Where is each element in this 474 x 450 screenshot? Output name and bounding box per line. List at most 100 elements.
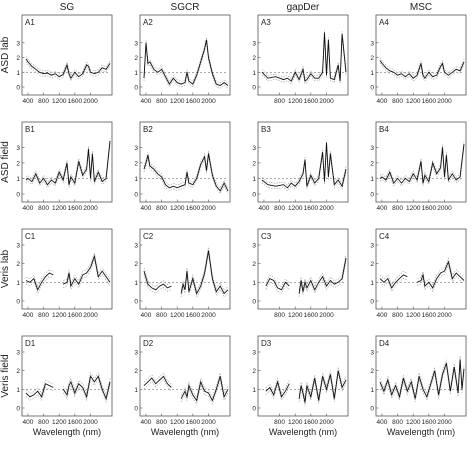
y-tick-label: 2: [252, 160, 256, 167]
uncertainty-band-lower: [416, 264, 465, 293]
uncertainty-band-lower: [62, 258, 111, 291]
y-tick-label: 1: [370, 176, 374, 183]
y-tick-label: 2: [370, 160, 374, 167]
panel-frame: [257, 14, 349, 96]
column-header: SG: [60, 2, 75, 13]
y-tick-label: 2: [16, 368, 20, 375]
y-tick-label: 2: [16, 160, 20, 167]
uncertainty-band-lower: [379, 62, 465, 82]
x-tick-label: 2000: [201, 98, 216, 105]
uncertainty-band-upper: [265, 377, 290, 395]
panel-label: D1: [25, 339, 36, 348]
x-axis-label: Wavelength (nm): [269, 427, 337, 437]
y-tick-label: 0: [134, 299, 138, 306]
x-tick-label: 2000: [201, 419, 216, 426]
x-tick-label: 2000: [319, 419, 334, 426]
panel-label: D3: [261, 339, 272, 348]
series-line: [62, 375, 111, 401]
x-tick-label: 400: [377, 419, 388, 426]
x-tick-label: 800: [38, 419, 49, 426]
x-tick-label: 1200: [406, 419, 421, 426]
uncertainty-band-lower: [379, 362, 465, 403]
y-tick-label: 1: [252, 176, 256, 183]
x-tick-label: 2000: [437, 98, 452, 105]
row-label: ASD field: [0, 141, 11, 183]
x-tick-label: 1200: [170, 98, 185, 105]
uncertainty-band-lower: [379, 277, 408, 293]
y-tick-label: 3: [252, 145, 256, 152]
x-tick-label: 800: [274, 205, 285, 212]
x-tick-label: 1200: [288, 312, 303, 319]
x-axis-label: Wavelength (nm): [387, 427, 455, 437]
x-tick-label: 400: [377, 205, 388, 212]
x-tick-label: 1200: [170, 205, 185, 212]
x-tick-label: 400: [377, 312, 388, 319]
series-line: [25, 58, 111, 80]
y-tick-label: 1: [16, 176, 20, 183]
series-line: [379, 274, 408, 289]
x-tick-label: 2000: [83, 312, 98, 319]
panel-frame: [257, 121, 349, 203]
series-line: [25, 272, 54, 291]
uncertainty-band-upper: [416, 257, 465, 286]
y-tick-label: 3: [252, 40, 256, 47]
y-tick-label: 2: [370, 261, 374, 268]
x-tick-label: 800: [156, 312, 167, 319]
x-tick-label: 800: [274, 312, 285, 319]
y-tick-label: 2: [134, 261, 138, 268]
y-tick-label: 0: [370, 406, 374, 413]
x-tick-label: 1600: [304, 205, 319, 212]
y-tick-label: 0: [252, 192, 256, 199]
y-tick-label: 0: [134, 85, 138, 92]
panel-b1: B1 0 1 2 3 400 800 1200 1600 2000: [16, 121, 113, 212]
x-tick-label: 400: [23, 312, 34, 319]
y-tick-label: 2: [252, 261, 256, 268]
y-tick-label: 0: [16, 85, 20, 92]
series-line: [143, 270, 172, 291]
y-tick-label: 1: [16, 280, 20, 287]
uncertainty-band-lower: [143, 42, 229, 89]
panel-label: A4: [379, 18, 389, 27]
uncertainty-band-upper: [379, 271, 408, 286]
panel-frame: [21, 228, 113, 310]
uncertainty-band-upper: [261, 29, 347, 80]
y-tick-label: 1: [370, 280, 374, 287]
uncertainty-band-upper: [143, 267, 172, 287]
column-header: gapDer: [287, 2, 320, 13]
series-line: [379, 359, 465, 399]
x-axis-label: Wavelength (nm): [33, 427, 101, 437]
series-line: [265, 278, 290, 291]
y-tick-label: 1: [16, 70, 20, 77]
x-tick-label: 2000: [437, 312, 452, 319]
panel-frame: [375, 335, 467, 417]
y-tick-label: 3: [16, 243, 20, 250]
series-line: [261, 32, 347, 82]
x-tick-label: 800: [38, 312, 49, 319]
panel-frame: [21, 14, 113, 96]
panel-a3: A3 0 1 2 3 800 1200 1600 2000: [252, 14, 349, 105]
y-tick-label: 3: [134, 145, 138, 152]
x-tick-label: 400: [141, 205, 152, 212]
x-tick-label: 1600: [422, 205, 437, 212]
y-tick-label: 1: [134, 176, 138, 183]
y-tick-label: 0: [252, 406, 256, 413]
x-tick-label: 1600: [422, 312, 437, 319]
x-tick-label: 800: [156, 205, 167, 212]
panel-frame: [139, 335, 231, 417]
y-tick-label: 2: [370, 55, 374, 62]
panel-label: D4: [379, 339, 390, 348]
x-tick-label: 1200: [52, 98, 67, 105]
x-tick-label: 1200: [288, 419, 303, 426]
x-tick-label: 1600: [304, 312, 319, 319]
series-line: [143, 39, 229, 87]
y-tick-label: 0: [16, 299, 20, 306]
panel-frame: [257, 228, 349, 310]
uncertainty-band-lower: [298, 261, 347, 297]
uncertainty-band-lower: [62, 378, 111, 404]
y-tick-label: 3: [252, 350, 256, 357]
series-line: [143, 375, 172, 388]
